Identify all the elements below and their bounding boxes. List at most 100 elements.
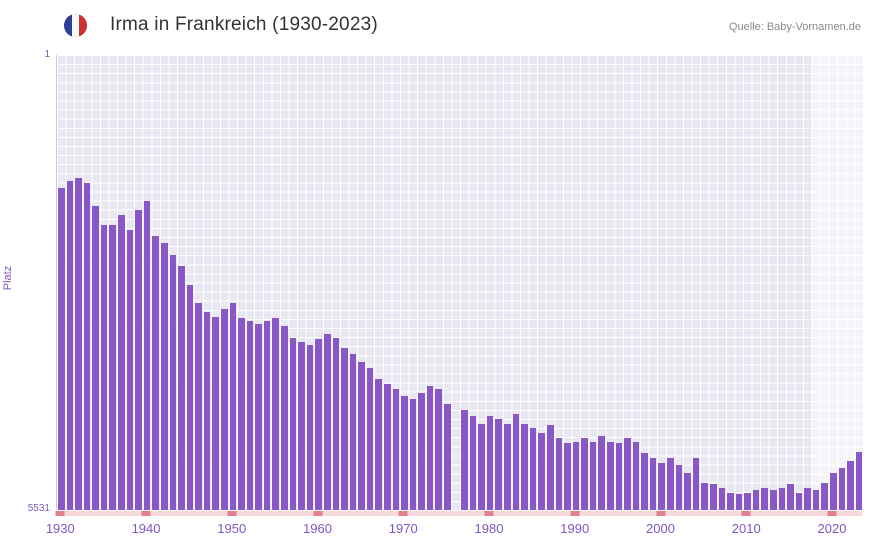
bar-slot-1969: [392, 55, 401, 510]
bar-1945[interactable]: [186, 285, 194, 510]
bar-1953[interactable]: [255, 323, 262, 510]
bar-1975[interactable]: [444, 403, 451, 510]
bar-1973[interactable]: [426, 385, 434, 510]
bar-1954[interactable]: [263, 320, 271, 510]
bar-slot-1933: [83, 55, 92, 510]
bar-1935[interactable]: [100, 225, 108, 510]
bar-1974[interactable]: [435, 388, 443, 510]
bar-1951[interactable]: [238, 318, 245, 510]
bar-1940[interactable]: [143, 201, 151, 510]
bar-1969[interactable]: [392, 388, 400, 510]
bar-1982[interactable]: [504, 423, 511, 510]
bar-1970[interactable]: [401, 396, 408, 510]
bar-1977[interactable]: [461, 409, 468, 510]
bar-1985[interactable]: [529, 428, 537, 510]
bar-1948[interactable]: [212, 317, 219, 510]
bar-2009[interactable]: [735, 494, 743, 510]
bar-1965[interactable]: [358, 361, 365, 510]
bar-1987[interactable]: [546, 425, 554, 510]
bar-1958[interactable]: [298, 342, 305, 510]
bar-1993[interactable]: [598, 435, 605, 510]
bar-1966[interactable]: [366, 367, 374, 510]
bar-1937[interactable]: [118, 215, 125, 510]
bar-1949[interactable]: [220, 309, 228, 510]
bar-2011[interactable]: [752, 490, 760, 510]
bar-1932[interactable]: [75, 178, 82, 510]
bar-1995[interactable]: [615, 443, 623, 510]
bar-2007[interactable]: [718, 487, 726, 510]
bar-2014[interactable]: [778, 487, 786, 510]
bar-1942[interactable]: [160, 243, 168, 510]
bar-1992[interactable]: [589, 441, 597, 510]
bar-1988[interactable]: [555, 438, 563, 510]
bar-1933[interactable]: [83, 183, 91, 510]
bar-1959[interactable]: [306, 344, 314, 510]
bar-2001[interactable]: [667, 458, 674, 510]
bar-1978[interactable]: [469, 416, 477, 510]
bar-1950[interactable]: [229, 303, 237, 510]
bar-slot-1943: [169, 55, 178, 510]
bar-1938[interactable]: [126, 230, 134, 510]
bar-1971[interactable]: [409, 398, 417, 510]
bar-1931[interactable]: [66, 180, 74, 510]
bar-1961[interactable]: [323, 333, 331, 510]
bar-1944[interactable]: [178, 265, 185, 510]
bar-2002[interactable]: [675, 464, 683, 510]
bar-1980[interactable]: [486, 416, 494, 510]
bar-2021[interactable]: [838, 467, 846, 510]
bar-1930[interactable]: [58, 188, 65, 510]
y-axis-title: Platz: [2, 265, 14, 291]
bar-1946[interactable]: [195, 302, 202, 510]
bar-1956[interactable]: [281, 325, 288, 510]
bar-2008[interactable]: [727, 492, 734, 510]
bar-1979[interactable]: [478, 423, 485, 510]
bar-1936[interactable]: [109, 225, 117, 510]
bar-2005[interactable]: [701, 482, 708, 510]
bar-1955[interactable]: [272, 318, 280, 510]
bar-slot-1941: [151, 55, 160, 510]
bar-1994[interactable]: [607, 441, 614, 510]
bar-1939[interactable]: [135, 210, 142, 510]
bar-1941[interactable]: [152, 235, 159, 510]
bar-2020[interactable]: [830, 472, 837, 510]
bar-1996[interactable]: [624, 438, 631, 510]
bar-1998[interactable]: [641, 453, 648, 510]
bar-2006[interactable]: [709, 484, 717, 510]
bar-2023[interactable]: [855, 452, 863, 510]
bar-2019[interactable]: [821, 482, 829, 510]
bar-slot-1987: [546, 55, 555, 510]
bar-1999[interactable]: [649, 458, 657, 510]
bar-1963[interactable]: [341, 347, 348, 510]
bar-1960[interactable]: [315, 338, 322, 510]
bar-2010[interactable]: [744, 492, 751, 510]
bar-2013[interactable]: [769, 490, 777, 510]
bar-2004[interactable]: [692, 458, 700, 510]
bar-1962[interactable]: [332, 337, 340, 510]
bar-2015[interactable]: [787, 484, 794, 510]
bar-2016[interactable]: [795, 492, 803, 510]
bar-2000[interactable]: [658, 463, 666, 510]
bar-slot-2006: [709, 55, 718, 510]
bar-2003[interactable]: [684, 472, 691, 510]
bar-1986[interactable]: [538, 433, 545, 510]
bar-1981[interactable]: [495, 419, 503, 510]
bar-1989[interactable]: [564, 443, 571, 510]
bar-1943[interactable]: [169, 254, 177, 510]
bar-2018[interactable]: [812, 490, 820, 510]
bar-1964[interactable]: [349, 354, 357, 510]
bar-2022[interactable]: [847, 461, 854, 510]
bar-1983[interactable]: [512, 413, 520, 510]
bar-2017[interactable]: [804, 487, 811, 510]
bar-1991[interactable]: [581, 438, 588, 510]
bar-1967[interactable]: [375, 379, 382, 510]
bar-1990[interactable]: [572, 441, 580, 510]
bar-1947[interactable]: [203, 312, 211, 510]
bar-1984[interactable]: [521, 423, 528, 510]
bar-2012[interactable]: [761, 487, 768, 510]
bar-1934[interactable]: [92, 205, 99, 510]
bar-1972[interactable]: [418, 393, 425, 510]
bar-1997[interactable]: [632, 441, 640, 510]
bar-1968[interactable]: [383, 384, 391, 510]
bar-1957[interactable]: [289, 337, 297, 510]
bar-1952[interactable]: [246, 320, 254, 510]
